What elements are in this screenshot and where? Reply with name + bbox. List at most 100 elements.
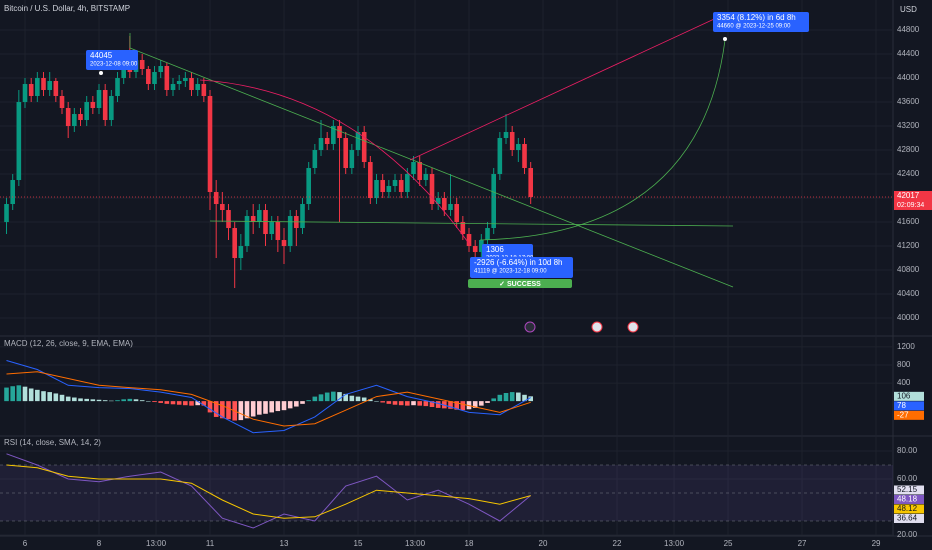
histogram-bar xyxy=(281,401,287,411)
histogram-bar xyxy=(72,397,77,402)
candle-body xyxy=(238,246,244,259)
histogram-bar xyxy=(4,387,9,402)
candle-body xyxy=(503,132,509,139)
histogram-bar xyxy=(90,399,96,402)
event-icon[interactable] xyxy=(627,321,639,333)
candle-body xyxy=(324,138,330,145)
candle-body xyxy=(380,180,385,193)
histogram-bar xyxy=(392,401,398,405)
candle-body xyxy=(53,81,59,97)
indicator-title: MACD (12, 26, close, 9, EMA, EMA) xyxy=(4,339,133,348)
indicator-title: RSI (14, close, SMA, 14, 2) xyxy=(4,438,101,447)
histogram-bar xyxy=(115,400,120,402)
candle-body xyxy=(485,228,490,241)
indicator-line xyxy=(6,371,531,427)
candle-body xyxy=(158,66,163,73)
x-tick-label: 13:00 xyxy=(405,539,426,548)
y-tick-label: 44800 xyxy=(897,25,920,34)
callout-bg xyxy=(470,257,573,278)
x-tick-label: 22 xyxy=(613,539,622,548)
candle-body xyxy=(435,198,441,205)
callout: 44045 2023-12-08 09:00 xyxy=(86,50,138,70)
callout-bg xyxy=(86,50,138,70)
histogram-bar xyxy=(380,401,385,403)
histogram-bar xyxy=(41,391,46,402)
candle-body xyxy=(22,84,28,103)
histogram-bar xyxy=(300,401,305,404)
histogram-bar xyxy=(127,398,133,402)
arc-drawing xyxy=(199,79,471,246)
histogram-bar xyxy=(343,393,348,402)
y-tick-label: 40400 xyxy=(897,289,920,298)
candle-body xyxy=(213,192,219,205)
plot-layer xyxy=(0,0,893,536)
y-tick-label: 20.00 xyxy=(897,530,918,539)
currency-label[interactable]: USD xyxy=(900,5,917,14)
candle-body xyxy=(509,132,515,151)
y-tick-label: 800 xyxy=(897,360,911,369)
histogram-bar xyxy=(158,401,163,403)
price-label-bg xyxy=(894,504,924,514)
histogram-bar xyxy=(411,401,416,406)
y-tick-label: 400 xyxy=(897,378,911,387)
histogram-bar xyxy=(269,401,274,413)
candle-body xyxy=(417,162,422,181)
candle-body xyxy=(220,204,225,211)
candle-body xyxy=(10,180,15,205)
indicator-line xyxy=(6,360,531,434)
candle-body xyxy=(528,168,533,197)
histogram-bar xyxy=(59,394,65,402)
candle-body xyxy=(460,222,466,235)
candle-body xyxy=(41,78,46,91)
histogram-bar xyxy=(189,401,194,406)
anchor-dot xyxy=(99,71,103,75)
candle-body xyxy=(454,204,459,223)
histogram-bar xyxy=(294,401,299,407)
candle-body xyxy=(318,138,324,151)
histogram-bar xyxy=(355,396,361,402)
price-label-bg xyxy=(894,391,924,401)
candle-body xyxy=(466,234,472,247)
x-tick-label: 13 xyxy=(280,539,289,548)
histogram-bar xyxy=(405,401,410,406)
trend-line xyxy=(129,47,734,288)
y-tick-label: 44400 xyxy=(897,49,920,58)
y-tick-label: 42400 xyxy=(897,169,920,178)
candle-body xyxy=(491,174,496,229)
histogram-bar xyxy=(257,401,262,415)
histogram-bar xyxy=(244,401,250,419)
y-tick-label: 43200 xyxy=(897,121,920,130)
event-icon[interactable] xyxy=(524,321,536,333)
histogram-bar xyxy=(35,389,40,402)
event-icon[interactable] xyxy=(591,321,603,333)
y-tick-label: 41600 xyxy=(897,217,920,226)
histogram-bar xyxy=(207,401,213,413)
histogram-bar xyxy=(509,392,515,402)
candle-body xyxy=(170,84,176,91)
candle-body xyxy=(343,138,348,169)
histogram-bar xyxy=(220,401,225,419)
candle-body xyxy=(442,198,447,211)
histogram-bar xyxy=(16,385,22,402)
price-label: 48.18 xyxy=(897,495,918,504)
candle-body xyxy=(96,90,102,109)
histogram-bar xyxy=(170,401,176,405)
histogram-bar xyxy=(331,391,336,402)
candle-body xyxy=(368,162,373,199)
y-tick-label: 42800 xyxy=(897,145,920,154)
histogram-bar xyxy=(479,401,484,406)
histogram-bar xyxy=(121,399,126,402)
y-tick-label: 1200 xyxy=(897,342,915,351)
candle-body xyxy=(448,204,453,211)
indicator-line xyxy=(6,464,531,519)
anchor-dot xyxy=(723,37,727,41)
status: ✓ SUCCESS xyxy=(499,281,541,288)
price-label-bg xyxy=(894,513,924,523)
callout-text: -2926 (-6.64%) in 10d 8h xyxy=(474,258,563,267)
drawings xyxy=(129,13,734,288)
candle-body xyxy=(28,84,34,97)
histogram-bar xyxy=(318,394,324,402)
x-tick-label: 20 xyxy=(539,539,548,548)
x-tick-label: 18 xyxy=(465,539,474,548)
